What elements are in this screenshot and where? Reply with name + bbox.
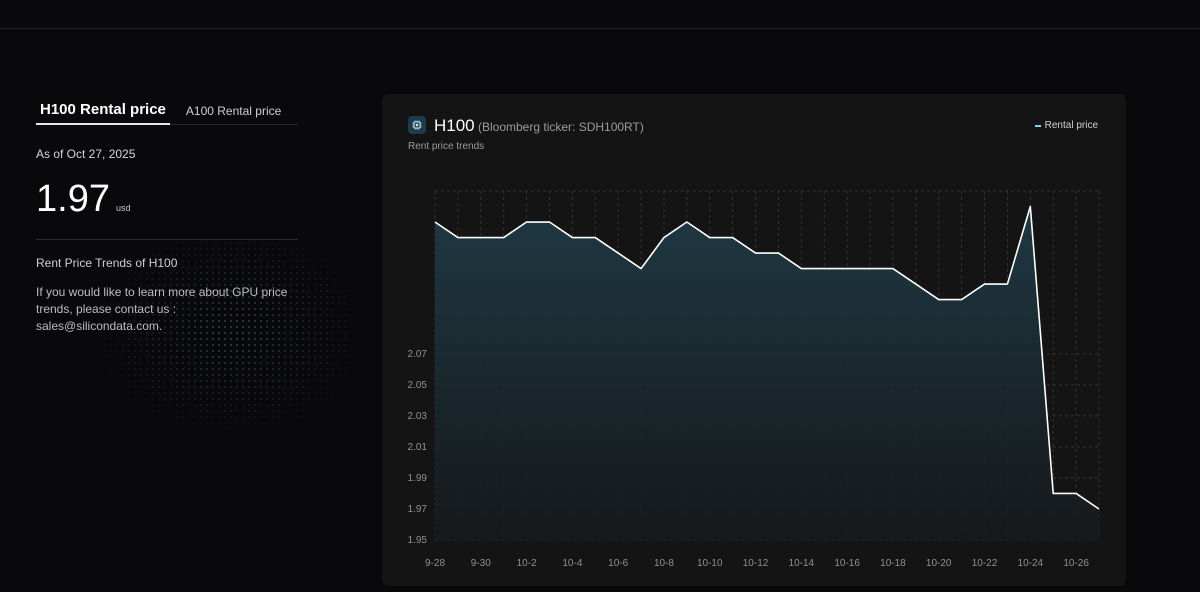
x-tick-label: 10-24 <box>1018 558 1044 569</box>
y-tick-label: 2.03 <box>408 411 428 422</box>
price-tabs: H100 Rental price A100 Rental price <box>36 94 298 125</box>
decorative-dot-pattern <box>90 240 350 440</box>
top-bar <box>0 0 1200 29</box>
y-tick-label: 1.97 <box>408 504 428 515</box>
x-tick-label: 10-12 <box>743 558 769 569</box>
chart-subtitle: (Bloomberg ticker: SDH100RT) <box>478 120 644 134</box>
legend-label: Rental price <box>1044 120 1098 131</box>
x-tick-label: 10-20 <box>926 558 952 569</box>
x-tick-label: 10-26 <box>1063 558 1089 569</box>
contact-text: If you would like to learn more about GP… <box>36 285 288 333</box>
trend-title: Rent Price Trends of H100 <box>36 256 178 270</box>
rental-price-chart: 1.95 1.97 1.99 2.01 2.03 2.05 2.07 9-28 9-30 10-… <box>408 190 1100 569</box>
divider <box>36 239 298 240</box>
x-tick-label: 10-6 <box>608 558 628 569</box>
left-panel: H100 Rental price A100 Rental price As o… <box>36 94 300 335</box>
x-tick-label: 10-8 <box>654 558 674 569</box>
x-tick-label: 10-10 <box>697 558 723 569</box>
rental-price-line <box>434 205 1100 510</box>
x-tick-label: 9-28 <box>425 558 445 569</box>
chip-icon <box>408 116 426 134</box>
y-tick-label: 2.07 <box>408 349 428 360</box>
x-tick-label: 10-16 <box>834 558 860 569</box>
legend-swatch <box>1034 124 1041 127</box>
rental-price-area <box>435 206 1099 540</box>
y-tick-label: 2.05 <box>408 380 428 391</box>
x-tick-label: 10-2 <box>517 558 537 569</box>
x-tick-label: 10-14 <box>789 558 815 569</box>
y-tick-label: 1.95 <box>408 535 428 546</box>
price-value: 1.97 <box>36 178 110 220</box>
price-unit: usd <box>115 203 131 213</box>
as-of-date: As of Oct 27, 2025 <box>36 147 136 161</box>
chart-card: H100 (Bloomberg ticker: SDH100RT) Rent p… <box>382 94 1126 586</box>
x-tick-label: 9-30 <box>471 558 491 569</box>
chart-caption: Rent price trends <box>408 141 485 152</box>
y-tick-label: 2.01 <box>408 442 428 453</box>
x-tick-label: 10-4 <box>562 558 582 569</box>
x-tick-label: 10-18 <box>880 558 906 569</box>
current-price: 1.97 usd <box>36 179 300 219</box>
tab-a100-rental-price[interactable]: A100 Rental price <box>185 104 282 118</box>
x-tick-label: 10-22 <box>972 558 998 569</box>
chart-title: H100 <box>434 116 475 135</box>
y-tick-label: 1.99 <box>408 473 428 484</box>
tab-h100-rental-price[interactable]: H100 Rental price <box>36 101 170 125</box>
chart-legend[interactable]: Rental price <box>1034 120 1098 131</box>
